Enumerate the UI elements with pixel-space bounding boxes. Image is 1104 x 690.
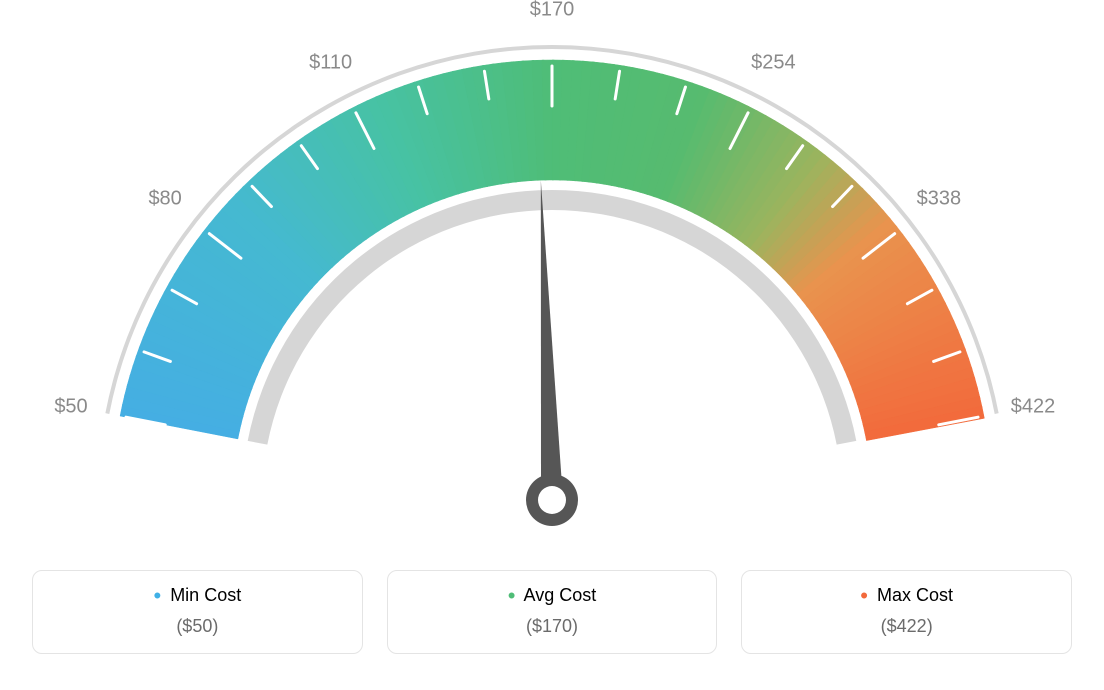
gauge-area: $50 $80 $110 $170 $254 $338 $422 [0,0,1104,560]
legend-label-min: Min Cost [170,585,241,605]
scale-label: $254 [751,51,796,74]
legend-value-avg: ($170) [388,616,717,637]
legend-label-max: Max Cost [877,585,953,605]
bullet-icon: • [860,587,868,605]
legend-card-max: • Max Cost ($422) [741,570,1072,654]
legend-value-min: ($50) [33,616,362,637]
gauge-svg [0,0,1104,560]
scale-label: $338 [917,188,962,211]
legend-title-avg: • Avg Cost [388,585,717,606]
scale-label: $50 [54,395,87,418]
legend-title-min: • Min Cost [33,585,362,606]
scale-label: $170 [530,0,575,22]
chart-container: $50 $80 $110 $170 $254 $338 $422 • Min Cost ($… [0,0,1104,690]
legend-label-avg: Avg Cost [524,585,597,605]
scale-label: $422 [1011,395,1056,418]
needle-hub-inner [538,486,566,514]
legend-value-max: ($422) [742,616,1071,637]
legend-card-min: • Min Cost ($50) [32,570,363,654]
scale-label: $80 [148,188,181,211]
bullet-icon: • [508,587,516,605]
legend-row: • Min Cost ($50) • Avg Cost ($170) • Max… [0,570,1104,654]
legend-card-avg: • Avg Cost ($170) [387,570,718,654]
legend-title-max: • Max Cost [742,585,1071,606]
bullet-icon: • [153,587,161,605]
scale-label: $110 [309,51,352,74]
needle [541,180,563,500]
